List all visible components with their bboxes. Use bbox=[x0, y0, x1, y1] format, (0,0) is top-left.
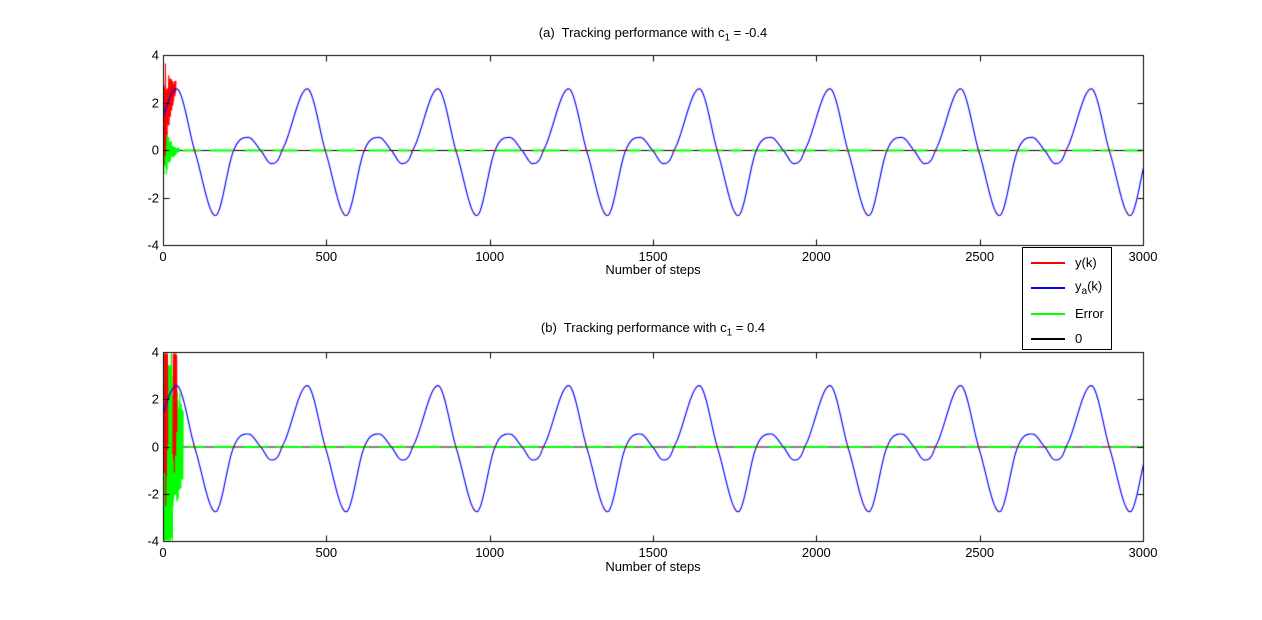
x-tick-label: 2500 bbox=[965, 545, 995, 560]
subplot-b-title: (b) Tracking performance with c1 = 0.4 bbox=[163, 321, 1143, 341]
y-tick-label: 0 bbox=[151, 439, 159, 454]
x-tick-label: 0 bbox=[159, 545, 167, 560]
y-tick-label: 4 bbox=[151, 344, 159, 360]
x-tick-label: 3000 bbox=[1128, 249, 1158, 264]
subplot-b-title-text: (b) Tracking performance with c bbox=[540, 320, 727, 335]
legend-line-sample bbox=[1031, 312, 1065, 315]
legend-label: 0 bbox=[1075, 331, 1082, 346]
legend-label: Error bbox=[1075, 306, 1104, 321]
y-tick-label: 4 bbox=[151, 47, 159, 63]
legend-label: y(k) bbox=[1075, 255, 1097, 270]
y-tick-label: 2 bbox=[151, 95, 159, 110]
x-tick-label: 2500 bbox=[965, 249, 995, 264]
legend-label: ya(k) bbox=[1075, 278, 1102, 297]
x-tick-label: 0 bbox=[159, 249, 167, 264]
subplot-b-xlabel: Number of steps bbox=[605, 559, 701, 574]
x-tick-label: 1500 bbox=[638, 545, 668, 560]
subplot-a-xlabel: Number of steps bbox=[605, 262, 701, 277]
subplot-a-title-subscript: 1 bbox=[724, 32, 731, 44]
subplot-a-title-value: = -0.4 bbox=[730, 25, 768, 40]
x-tick-label: 500 bbox=[315, 249, 338, 264]
legend-label-text: (k) bbox=[1087, 278, 1103, 294]
subplot-a-title-text: (a) Tracking performance with c bbox=[538, 25, 725, 40]
legend-line-sample bbox=[1031, 338, 1065, 340]
subplot-b-title-value: = 0.4 bbox=[732, 320, 766, 335]
x-tick-label: 500 bbox=[315, 545, 338, 560]
x-tick-label: 1500 bbox=[638, 249, 668, 264]
x-tick-label: 3000 bbox=[1128, 545, 1158, 560]
y-tick-label: -2 bbox=[147, 190, 159, 205]
legend-label-text: Error bbox=[1075, 305, 1104, 321]
subplot-b-title-subscript: 1 bbox=[726, 327, 733, 339]
subplot-a-title: (a) Tracking performance with c1 = -0.4 bbox=[163, 26, 1143, 46]
legend-label-text: y bbox=[1075, 278, 1082, 294]
legend-line-sample bbox=[1031, 287, 1065, 289]
y-tick-label: -4 bbox=[147, 237, 159, 253]
x-tick-label: 1000 bbox=[475, 545, 505, 560]
legend-box: y(k) ya(k) Error 0 bbox=[1022, 247, 1112, 350]
legend-label-text: 0 bbox=[1075, 331, 1083, 347]
y-tick-label: -2 bbox=[147, 486, 159, 502]
x-tick-label: 1000 bbox=[475, 249, 505, 264]
legend-label-text: y(k) bbox=[1075, 254, 1097, 270]
x-tick-label: 2000 bbox=[801, 249, 831, 264]
y-tick-label: -4 bbox=[147, 533, 159, 549]
x-tick-label: 2000 bbox=[801, 545, 831, 560]
legend-label-subscript: a bbox=[1081, 285, 1088, 297]
legend-line-sample bbox=[1031, 261, 1065, 264]
y-tick-label: 2 bbox=[151, 391, 159, 407]
y-tick-label: 0 bbox=[151, 142, 159, 158]
